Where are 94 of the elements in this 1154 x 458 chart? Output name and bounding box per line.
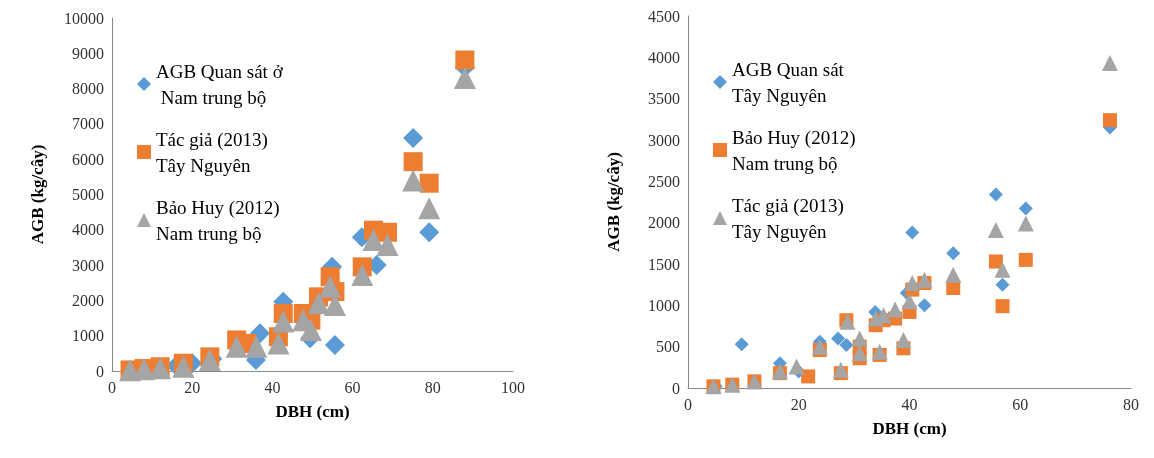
- y-axis-title: AGB (kg/cây): [28, 144, 47, 245]
- y-tick-label: 3000: [72, 256, 104, 274]
- x-tick-label: 0: [684, 395, 692, 413]
- y-tick-label: 500: [656, 338, 680, 356]
- point: [418, 197, 441, 220]
- y-tick-label: 1500: [648, 255, 680, 273]
- x-tick-label: 0: [108, 378, 116, 396]
- y-tick-label: 4500: [648, 7, 680, 25]
- point: [402, 169, 425, 192]
- point: [419, 173, 439, 193]
- y-tick-label: 1000: [648, 296, 680, 314]
- point: [832, 361, 849, 378]
- x-tick-label: 20: [790, 395, 807, 413]
- x-axis-title: DBH (cm): [872, 419, 947, 438]
- point: [839, 338, 854, 353]
- x-tick-label: 80: [424, 378, 441, 396]
- y-tick-label: 4000: [72, 221, 104, 239]
- point: [867, 310, 884, 327]
- point: [377, 222, 397, 242]
- x-tick-label: 80: [1123, 395, 1139, 413]
- x-tick-label: 40: [264, 378, 281, 396]
- point: [1017, 215, 1034, 232]
- point: [351, 263, 374, 286]
- point: [1102, 113, 1117, 128]
- y-tick-label: 3500: [648, 90, 680, 108]
- point: [904, 275, 921, 292]
- legend-label: Bảo Huy (2012) Nam trung bộ: [156, 196, 285, 244]
- legend-label: Bảo Huy (2012) Nam trung bộ: [732, 126, 861, 174]
- point: [788, 358, 805, 375]
- legend-label: Tác giả (2013) Tây Nguyên: [732, 194, 849, 242]
- point: [945, 266, 962, 283]
- y-tick-label: 10000: [64, 9, 104, 27]
- point: [272, 310, 295, 333]
- x-tick-label: 60: [344, 378, 361, 396]
- x-tick-label: 40: [901, 395, 918, 413]
- x-tick-label: 100: [501, 378, 525, 396]
- point: [319, 275, 342, 298]
- y-tick-label: 2500: [648, 172, 680, 190]
- point: [994, 261, 1011, 278]
- point: [362, 229, 385, 252]
- y-tick-label: 8000: [72, 80, 104, 98]
- point: [1018, 252, 1033, 267]
- y-axis-title: AGB (kg/cây): [604, 152, 623, 252]
- legend-label: Tác giả (2013) Tây Nguyên: [156, 128, 273, 176]
- point: [987, 222, 1004, 239]
- point: [905, 225, 920, 240]
- point: [895, 332, 912, 349]
- y-tick-label: 2000: [648, 214, 680, 232]
- point: [1101, 55, 1118, 72]
- x-axis-title: DBH (cm): [275, 402, 350, 421]
- y-tick-label: 0: [96, 362, 104, 380]
- point: [198, 349, 221, 372]
- point: [901, 293, 918, 310]
- y-tick-label: 7000: [72, 115, 104, 133]
- point: [403, 128, 424, 149]
- y-tick-label: 9000: [72, 44, 104, 62]
- point: [172, 355, 195, 378]
- point: [831, 331, 846, 346]
- point: [887, 301, 904, 318]
- point: [267, 332, 290, 355]
- point: [376, 233, 399, 256]
- point: [851, 330, 868, 347]
- point: [299, 319, 322, 342]
- point: [811, 338, 828, 355]
- point: [988, 254, 1003, 269]
- point: [734, 337, 749, 352]
- point: [324, 334, 345, 355]
- point: [916, 271, 933, 288]
- point: [988, 187, 1003, 202]
- point: [307, 292, 330, 315]
- point: [995, 277, 1010, 292]
- point: [801, 369, 816, 384]
- point: [455, 50, 475, 70]
- legend-label: AGB Quan sát Tây Nguyên: [732, 58, 849, 106]
- point: [917, 298, 932, 313]
- legend-label: AGB Quan sát ở Nam trung bộ: [156, 60, 284, 108]
- point: [871, 343, 888, 360]
- y-tick-label: 5000: [72, 186, 104, 203]
- y-tick-label: 1000: [72, 327, 104, 345]
- point: [419, 222, 440, 243]
- point: [225, 335, 248, 358]
- x-tick-label: 60: [1012, 395, 1029, 413]
- point: [946, 246, 961, 261]
- y-tick-label: 4000: [648, 48, 680, 66]
- point: [851, 345, 868, 362]
- point: [403, 152, 423, 172]
- point: [1018, 201, 1033, 216]
- point: [245, 335, 268, 358]
- y-tick-label: 2000: [72, 291, 104, 309]
- y-tick-label: 3000: [648, 131, 680, 149]
- x-tick-label: 20: [184, 378, 201, 396]
- y-tick-label: 6000: [72, 150, 104, 168]
- point: [995, 299, 1010, 314]
- point: [453, 67, 476, 90]
